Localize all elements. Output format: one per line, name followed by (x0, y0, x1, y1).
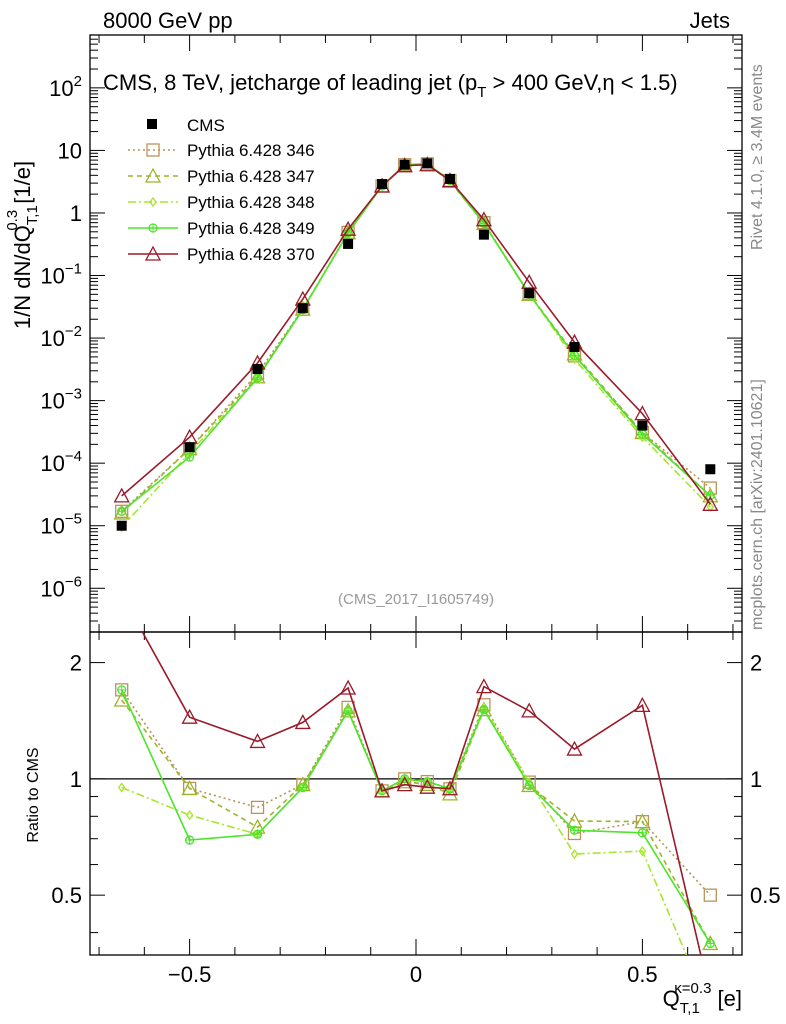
series-line-1 (121, 162, 711, 512)
series-line-5 (121, 163, 711, 505)
series-5-point (113, 487, 130, 503)
ratio-2-point (181, 780, 198, 796)
series-line-4 (121, 162, 711, 512)
ratio-5-point (634, 696, 651, 712)
y-tick-label: 10−6 (40, 573, 82, 601)
ratio-line-2 (121, 699, 711, 944)
rivet-label: Rivet 4.1.0, ≥ 3.4M events (749, 64, 766, 250)
cms-data-point (116, 520, 127, 531)
legend-label-1: Pythia 6.428 346 (187, 141, 315, 160)
ratio-5-point (181, 708, 198, 724)
cms-data-point (569, 341, 580, 352)
x-tick-label: 0 (410, 962, 422, 987)
ratio-5-point (396, 776, 413, 792)
series-5-point (475, 211, 493, 227)
x-tick-label: 0.5 (627, 962, 658, 987)
legend-label-2: Pythia 6.428 347 (187, 167, 315, 186)
main-series-group (113, 155, 719, 533)
cms-data-point (343, 238, 354, 249)
ratio-2-point (441, 785, 459, 801)
ratio-axis-title: Ratio to CMS (25, 747, 42, 842)
ratio-5-point (339, 679, 357, 695)
ratio-3-point (638, 846, 647, 857)
ratio-line-4 (120, 689, 711, 944)
legend-marker-5 (144, 245, 162, 261)
y-tick-label: 10−1 (40, 261, 82, 289)
plot-title: CMS, 8 TeV, jetcharge of leading jet (pT… (103, 70, 678, 101)
legend-label-4: Pythia 6.428 349 (187, 219, 315, 238)
ratio-5-point (475, 678, 493, 694)
legend-marker-1 (146, 143, 160, 157)
ratio-tick-label: 0.5 (51, 883, 82, 908)
ratio-tick-label: 0.5 (750, 883, 781, 908)
ratio-line-1 (121, 689, 711, 896)
legend-marker-2 (144, 167, 162, 183)
legend-label-5: Pythia 6.428 370 (187, 245, 315, 264)
ratio-frame (89, 631, 743, 956)
cms-data-point (444, 173, 455, 184)
y-axis-title: 1/N dN/dQT,10.3 [1/e] (4, 161, 41, 329)
y-tick-label: 10−5 (40, 511, 82, 539)
ratio-5-point (373, 782, 391, 798)
y-tick-label: 102 (49, 73, 82, 101)
cms-data-point (297, 303, 308, 314)
legend-marker-3 (149, 196, 157, 208)
y-tick-label: 10−4 (40, 448, 82, 476)
legend-marker-cms (147, 119, 157, 129)
ratio-1-point (703, 888, 717, 902)
legend-label-cms: CMS (187, 116, 225, 135)
ratio-1-point (250, 800, 265, 815)
ratio-5-point (294, 714, 311, 730)
ratio-tick-label: 1 (750, 767, 762, 792)
ratio-5-point (521, 702, 538, 718)
series-5-point (521, 273, 538, 289)
cms-data-point (252, 364, 263, 375)
cms-data-point (637, 420, 648, 431)
x-axis-title: QT,1κ=0.3 [e] (663, 980, 742, 1017)
ratio-3-point (185, 810, 194, 821)
jets-label: Jets (690, 8, 730, 33)
ratio-5-point (249, 733, 266, 749)
ratio-tick-label: 2 (750, 651, 762, 676)
ratio-3-point (570, 848, 579, 860)
ratio-2-point (634, 813, 651, 829)
cms-data-point (705, 464, 716, 475)
ratio-5-point (566, 740, 583, 756)
ratio-5-point (115, 588, 129, 601)
ratio-tick-label: 2 (70, 651, 82, 676)
cms-data-point (377, 179, 388, 190)
series-5-point (702, 495, 719, 511)
series-5-point (339, 220, 357, 236)
cms-data-point (524, 288, 535, 299)
legend-label-3: Pythia 6.428 348 (187, 193, 315, 212)
y-tick-label: 10−3 (40, 386, 82, 414)
cms-data-point (184, 442, 195, 453)
x-tick-label: −0.5 (168, 962, 211, 987)
series-5-point (634, 405, 651, 421)
cms-data-point (478, 229, 489, 240)
y-tick-label: 10 (58, 138, 82, 163)
ratio-5-point (419, 778, 436, 794)
ratio-series-group (113, 588, 719, 955)
ratio-5-point (441, 780, 459, 796)
mcplots-label: mcplots.cern.ch [arXiv:2401.10621] (749, 379, 766, 630)
y-tick-label: 10−2 (40, 323, 82, 351)
series-line-2 (121, 163, 711, 514)
analysis-id: (CMS_2017_I1605749) (338, 591, 494, 608)
ratio-1-point (115, 683, 129, 697)
energy-label: 8000 GeV pp (103, 8, 233, 33)
y-tick-label: 1 (70, 201, 82, 226)
cms-data-point (422, 158, 433, 169)
cms-data-point (399, 159, 410, 170)
ratio-tick-label: 1 (70, 767, 82, 792)
ratio-3-point (117, 782, 126, 793)
ratio-line-5 (141, 632, 702, 955)
